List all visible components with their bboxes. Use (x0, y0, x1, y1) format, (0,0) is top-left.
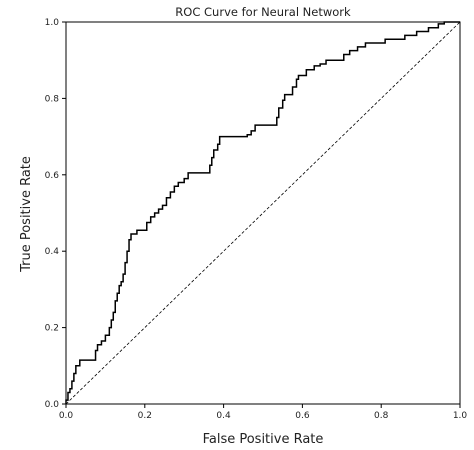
y-tick-label: 0.6 (45, 171, 60, 181)
x-axis-label: False Positive Rate (203, 432, 324, 447)
y-axis-label: True Positive Rate (19, 156, 34, 273)
y-tick-label: 1.0 (45, 18, 60, 28)
y-tick-label: 0.8 (45, 94, 60, 104)
plot-frame (65, 21, 461, 405)
x-tick-label: 0.0 (59, 411, 74, 421)
x-tick-label: 0.2 (138, 411, 152, 421)
y-tick-label: 0.2 (45, 324, 59, 334)
y-tick-label: 0.4 (45, 247, 60, 257)
x-axis-ticks: 0.0 0.2 0.4 0.6 0.8 1.0 (59, 404, 468, 421)
y-tick-label: 0.0 (45, 400, 60, 410)
plot-area (65, 21, 461, 405)
x-tick-label: 0.4 (216, 411, 231, 421)
chance-diagonal-line (65, 21, 461, 405)
chart-title: ROC Curve for Neural Network (175, 5, 351, 19)
roc-curve-line (65, 21, 460, 404)
y-axis-ticks: 0.0 0.2 0.4 0.6 0.8 1.0 (45, 18, 66, 410)
x-tick-label: 1.0 (453, 411, 468, 421)
x-tick-label: 0.8 (374, 411, 389, 421)
x-tick-label: 0.6 (295, 411, 310, 421)
